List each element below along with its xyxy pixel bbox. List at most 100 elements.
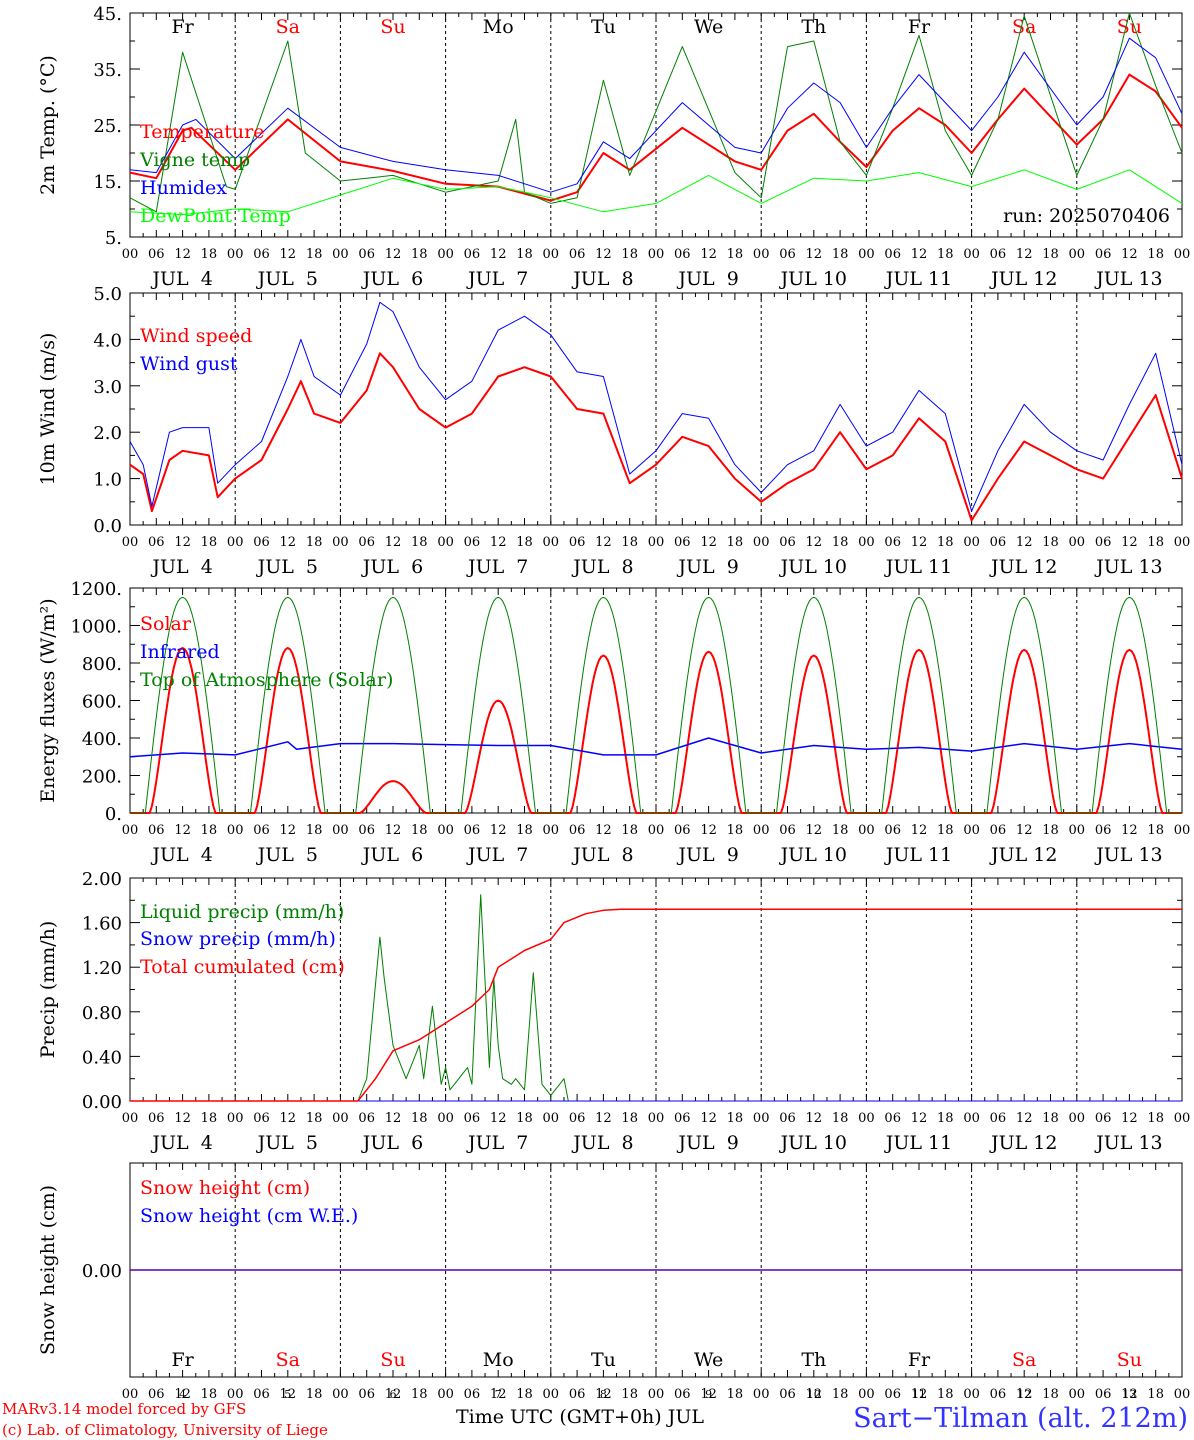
x-tick-label: 18 (727, 247, 744, 262)
x-tick-label: 00 (543, 247, 560, 262)
legend-entry: Infrared (140, 641, 220, 663)
day-label: Sa (276, 16, 300, 38)
x-tick-label: 12 (1121, 247, 1138, 262)
y-tick-label: 25. (93, 116, 122, 137)
x-tick-label: 18 (1042, 535, 1059, 550)
x-tick-label: 00 (332, 247, 349, 262)
x-tick-label: 18 (937, 247, 954, 262)
x-tick-label: 00 (963, 535, 980, 550)
y-tick-label: 0.80 (82, 1003, 122, 1024)
x-tick-label: 12 (1016, 535, 1033, 550)
x-tick-label: 12 (911, 1111, 928, 1126)
series-line (130, 908, 1182, 1102)
copyright-credit: (c) Lab. of Climatology, University of L… (2, 1421, 328, 1439)
x-tick-label: 06 (779, 1387, 796, 1402)
day-number-label: 4 (179, 1388, 186, 1401)
x-tick-label: 18 (411, 823, 428, 838)
x-tick-label: 06 (358, 1111, 375, 1126)
x-tick-label: 06 (674, 1387, 691, 1402)
date-label: JUL 6 (361, 1132, 423, 1154)
x-tick-label: 18 (306, 535, 323, 550)
x-tick-label: 00 (332, 1387, 349, 1402)
date-label: JUL 11 (884, 556, 952, 578)
day-number-label: 13 (1122, 1388, 1136, 1401)
x-tick-label: 00 (1174, 535, 1191, 550)
date-label: JUL 7 (466, 556, 528, 578)
x-tick-label: 12 (595, 247, 612, 262)
x-tick-label: 00 (1069, 823, 1086, 838)
x-tick-label: 06 (358, 535, 375, 550)
x-tick-label: 18 (201, 535, 218, 550)
day-number-label: 10 (807, 1388, 821, 1401)
x-tick-label: 12 (595, 1387, 612, 1402)
legend-entry: Temperature (140, 121, 264, 143)
x-tick-label: 00 (227, 535, 244, 550)
x-tick-label: 06 (779, 1111, 796, 1126)
x-tick-label: 06 (569, 535, 586, 550)
day-label: Fr (908, 16, 931, 38)
y-tick-label: 0.0 (93, 516, 122, 537)
x-tick-label: 06 (464, 1111, 481, 1126)
x-tick-label: 00 (332, 1111, 349, 1126)
x-tick-label: 06 (884, 1387, 901, 1402)
x-tick-label: 12 (595, 535, 612, 550)
x-tick-label: 12 (700, 1387, 717, 1402)
y-tick-label: 2.00 (82, 869, 122, 890)
x-tick-label: 00 (1174, 247, 1191, 262)
y-axis-label: Precip (mm/h) (37, 921, 59, 1059)
x-tick-label: 12 (1016, 247, 1033, 262)
x-tick-label: 00 (753, 1387, 770, 1402)
x-tick-label: 06 (148, 247, 165, 262)
x-tick-label: 18 (411, 1111, 428, 1126)
plot-frame (129, 587, 1183, 814)
x-tick-label: 12 (911, 1387, 928, 1402)
x-tick-label: 18 (1147, 535, 1164, 550)
x-tick-label: 06 (990, 1111, 1007, 1126)
x-tick-label: 06 (253, 823, 270, 838)
day-number-label: 7 (495, 1388, 502, 1401)
x-tick-label: 12 (1016, 823, 1033, 838)
x-tick-label: 00 (648, 1387, 665, 1402)
x-tick-label: 12 (490, 823, 507, 838)
day-label: We (694, 16, 723, 38)
x-tick-label: 00 (858, 1387, 875, 1402)
y-tick-label: 4.0 (93, 330, 122, 351)
x-tick-label: 00 (437, 1387, 454, 1402)
x-tick-label: 18 (1042, 247, 1059, 262)
x-tick-label: 00 (858, 247, 875, 262)
x-tick-label: 18 (621, 247, 638, 262)
date-label: JUL 7 (466, 844, 528, 866)
x-tick-label: 18 (411, 535, 428, 550)
x-tick-label: 06 (1095, 1111, 1112, 1126)
x-tick-label: 06 (148, 823, 165, 838)
x-tick-label: 06 (253, 1387, 270, 1402)
date-label: JUL 4 (150, 268, 212, 290)
legend-entry: Solar (140, 613, 192, 635)
legend-entry: Wind speed (140, 325, 252, 347)
x-tick-label: 06 (779, 535, 796, 550)
date-label: JUL 10 (779, 268, 847, 290)
x-tick-label: 18 (832, 535, 849, 550)
x-tick-label: 18 (621, 1111, 638, 1126)
x-tick-label: 12 (385, 1111, 402, 1126)
x-tick-label: 06 (569, 247, 586, 262)
series-line (129, 352, 1183, 522)
day-label: Sa (276, 1349, 300, 1371)
station-name: Sart−Tilman (alt. 212m) (853, 1403, 1188, 1434)
date-label: JUL 10 (779, 1132, 847, 1154)
x-tick-label: 12 (385, 1387, 402, 1402)
y-tick-label: 800. (82, 654, 122, 675)
y-tick-label: 1.60 (82, 914, 122, 935)
x-tick-label: 06 (464, 247, 481, 262)
day-label: Sa (1012, 16, 1036, 38)
x-tick-label: 00 (437, 247, 454, 262)
date-label: JUL 12 (989, 844, 1057, 866)
x-tick-label: 18 (727, 1111, 744, 1126)
y-tick-label: 1000. (70, 617, 122, 638)
y-tick-label: 1.0 (93, 470, 122, 491)
x-tick-label: 06 (1095, 247, 1112, 262)
day-label: Su (1117, 16, 1142, 38)
x-tick-label: 06 (464, 823, 481, 838)
day-number-label: 8 (600, 1388, 607, 1401)
y-tick-label: 0.00 (82, 1261, 122, 1282)
